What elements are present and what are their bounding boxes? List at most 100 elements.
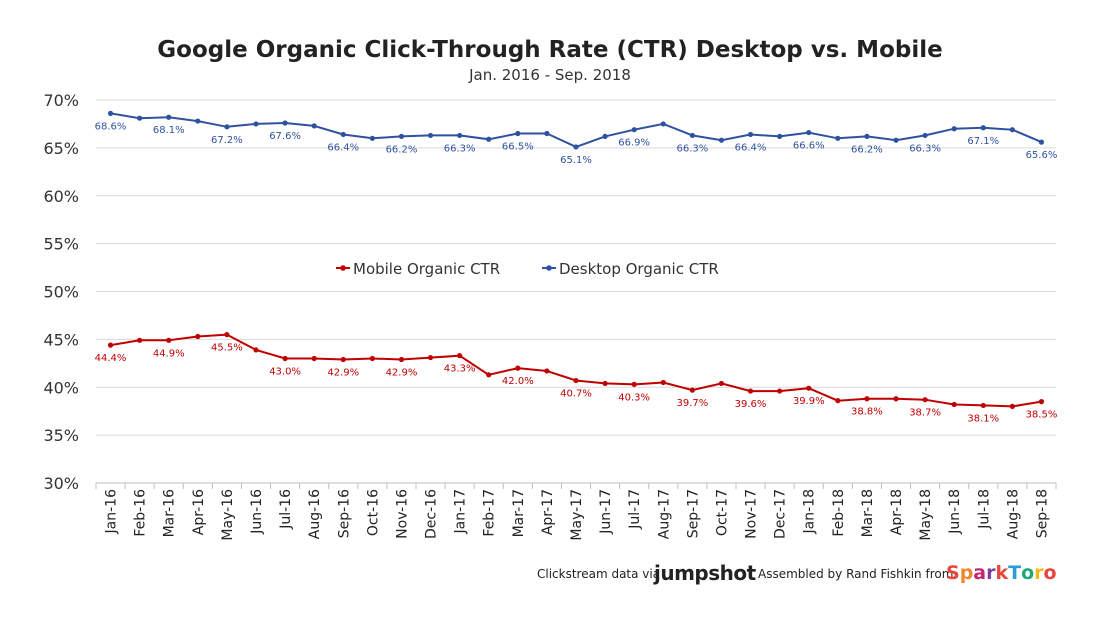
data-point xyxy=(922,132,928,139)
x-tick-label: Jan-17 xyxy=(453,489,469,534)
data-point xyxy=(573,377,579,384)
x-tick-label: Apr-16 xyxy=(191,489,207,535)
data-point xyxy=(777,388,783,394)
data-point xyxy=(369,135,375,141)
chart-subtitle: Jan. 2016 - Sep. 2018 xyxy=(469,66,631,84)
data-label: 40.3% xyxy=(618,392,650,403)
data-point xyxy=(718,380,725,387)
x-tick-label: Jun-16 xyxy=(249,489,265,535)
data-label: 68.1% xyxy=(153,125,185,136)
data-label: 66.4% xyxy=(735,142,767,153)
data-point xyxy=(980,402,986,409)
data-point xyxy=(660,121,666,127)
data-label: 66.3% xyxy=(909,143,941,154)
data-point xyxy=(602,133,608,139)
data-point xyxy=(631,127,637,133)
data-point xyxy=(893,396,899,402)
x-tick-label: Apr-18 xyxy=(889,489,905,535)
data-label: 67.6% xyxy=(269,131,301,142)
x-tick-label: Jan-16 xyxy=(104,489,120,535)
x-tick-label: Jun-17 xyxy=(598,489,614,535)
data-point xyxy=(893,137,899,143)
y-tick-label: 40% xyxy=(43,378,79,397)
data-label: 40.7% xyxy=(560,389,592,400)
data-point xyxy=(398,133,405,139)
x-tick-label: Jun-18 xyxy=(947,489,963,535)
x-tick-label: Mar-16 xyxy=(162,489,178,537)
legend-marker xyxy=(340,265,346,271)
y-tick-label: 30% xyxy=(43,474,79,493)
data-point xyxy=(922,397,928,403)
data-point xyxy=(1009,403,1015,409)
data-point xyxy=(835,135,841,141)
data-point xyxy=(689,387,695,393)
data-label: 42.9% xyxy=(327,367,359,378)
data-point xyxy=(747,131,754,138)
x-tick-label: May-17 xyxy=(569,489,585,541)
data-point xyxy=(1038,139,1045,145)
data-label: 67.1% xyxy=(967,136,999,147)
y-tick-label: 60% xyxy=(43,187,79,206)
x-tick-label: Nov-17 xyxy=(744,489,760,539)
data-point xyxy=(515,365,521,371)
x-tick-label: Dec-16 xyxy=(424,489,440,539)
data-point xyxy=(806,385,812,391)
data-point xyxy=(457,132,463,139)
data-label: 43.0% xyxy=(269,367,301,378)
chart-title: Google Organic Click-Through Rate (CTR) … xyxy=(157,37,943,63)
assembled-credit: Assembled by Rand Fishkin from xyxy=(758,567,954,581)
jumpshot-logo: jumpshot xyxy=(654,561,756,585)
y-tick-label: 55% xyxy=(43,235,79,254)
data-point xyxy=(340,356,346,363)
data-point xyxy=(137,337,143,343)
data-point xyxy=(544,130,550,137)
data-point xyxy=(253,121,259,127)
x-tick-label: Aug-17 xyxy=(656,489,672,539)
data-point xyxy=(951,126,957,132)
data-label: 38.7% xyxy=(909,408,941,419)
data-label: 38.5% xyxy=(1026,410,1058,421)
clickstream-credit: Clickstream data via xyxy=(537,567,661,581)
y-tick-label: 35% xyxy=(43,426,79,445)
data-point xyxy=(224,124,230,130)
data-label: 43.3% xyxy=(444,364,476,375)
x-tick-label: Oct-17 xyxy=(714,489,730,536)
data-label: 66.3% xyxy=(676,143,708,154)
data-label: 44.9% xyxy=(153,348,185,359)
x-tick-label: May-16 xyxy=(220,489,236,541)
sparktoro-logo: SparkToro xyxy=(946,562,1057,584)
data-point xyxy=(1038,399,1045,405)
data-point xyxy=(340,131,346,138)
data-point xyxy=(951,401,957,408)
data-point xyxy=(427,354,434,361)
data-label: 65.1% xyxy=(560,155,592,166)
y-tick-label: 70% xyxy=(43,91,79,110)
data-point xyxy=(253,347,259,353)
x-tick-label: Sep-18 xyxy=(1034,489,1050,538)
data-label: 67.2% xyxy=(211,135,243,146)
data-label: 44.4% xyxy=(95,353,127,364)
data-point xyxy=(166,337,172,343)
x-tick-label: Oct-16 xyxy=(365,489,381,536)
data-point xyxy=(602,380,608,387)
data-point xyxy=(486,136,492,142)
data-label: 42.9% xyxy=(386,367,418,378)
data-point xyxy=(369,355,375,362)
data-point xyxy=(398,356,405,363)
data-point xyxy=(864,396,870,402)
data-point xyxy=(660,379,666,386)
data-label: 66.6% xyxy=(793,141,825,152)
legend-label: Mobile Organic CTR xyxy=(353,260,500,278)
data-label: 65.6% xyxy=(1026,150,1058,161)
data-point xyxy=(166,114,172,120)
x-tick-label: Feb-18 xyxy=(831,489,847,537)
x-tick-label: Dec-17 xyxy=(773,489,789,539)
data-label: 66.3% xyxy=(444,143,476,154)
data-point xyxy=(544,368,550,374)
x-tick-label: Nov-16 xyxy=(394,489,410,539)
x-tick-label: Jul-16 xyxy=(278,489,294,530)
x-tick-label: Mar-18 xyxy=(860,489,876,537)
data-label: 66.2% xyxy=(386,144,418,155)
data-point xyxy=(195,118,201,124)
